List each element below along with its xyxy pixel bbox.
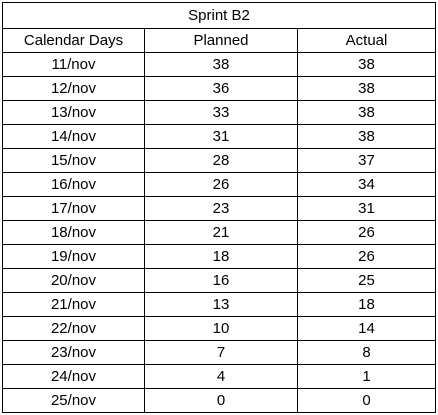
table-row: 19/nov 18 26 [2,244,437,269]
cell-actual: 1 [296,364,437,389]
cell-actual: 38 [296,124,437,149]
cell-day: 24/nov [2,364,145,389]
cell-planned: 10 [144,316,298,341]
table-header-row: Calendar Days Planned Actual [2,28,437,53]
cell-planned: 31 [144,124,298,149]
cell-actual: 26 [296,220,437,245]
cell-day: 23/nov [2,340,145,365]
cell-planned: 4 [144,364,298,389]
cell-day: 14/nov [2,124,145,149]
cell-actual: 31 [296,196,437,221]
table-row: 13/nov 33 38 [2,100,437,125]
cell-actual: 14 [296,316,437,341]
table-row: 11/nov 38 38 [2,52,437,77]
cell-planned: 13 [144,292,298,317]
table-row: 23/nov 7 8 [2,340,437,365]
table-row: 14/nov 31 38 [2,124,437,149]
table-body: 11/nov 38 38 12/nov 36 38 13/nov 33 38 14/nov 31 38… [2,52,437,413]
cell-day: 15/nov [2,148,145,173]
cell-actual: 38 [296,100,437,125]
table-row: 20/nov 16 25 [2,268,437,293]
table-title: Sprint B2 [1,2,437,29]
cell-day: 22/nov [2,316,145,341]
cell-day: 12/nov [2,76,145,101]
table-row: 18/nov 21 26 [2,220,437,245]
cell-planned: 28 [144,148,298,173]
cell-day: 20/nov [2,268,145,293]
cell-day: 17/nov [2,196,145,221]
table-row: 24/nov 4 1 [2,364,437,389]
column-header-actual: Actual [296,28,437,53]
table-row: 17/nov 23 31 [2,196,437,221]
table-row: 25/nov 0 0 [2,388,437,413]
table-row: 21/nov 13 18 [2,292,437,317]
cell-planned: 26 [144,172,298,197]
cell-actual: 26 [296,244,437,269]
cell-actual: 8 [296,340,437,365]
cell-day: 11/nov [2,52,145,77]
cell-planned: 36 [144,76,298,101]
table-row: 22/nov 10 14 [2,316,437,341]
table-row: 12/nov 36 38 [2,76,437,101]
cell-planned: 7 [144,340,298,365]
cell-planned: 23 [144,196,298,221]
cell-actual: 18 [296,292,437,317]
cell-planned: 33 [144,100,298,125]
cell-actual: 0 [296,388,437,413]
cell-actual: 38 [296,52,437,77]
cell-actual: 34 [296,172,437,197]
column-header-planned: Planned [144,28,298,53]
cell-day: 19/nov [2,244,145,269]
cell-planned: 38 [144,52,298,77]
cell-actual: 25 [296,268,437,293]
cell-actual: 38 [296,76,437,101]
column-header-calendar-days: Calendar Days [2,28,145,53]
cell-planned: 18 [144,244,298,269]
cell-day: 25/nov [2,388,145,413]
cell-day: 21/nov [2,292,145,317]
cell-planned: 16 [144,268,298,293]
cell-actual: 37 [296,148,437,173]
cell-planned: 0 [144,388,298,413]
cell-day: 16/nov [2,172,145,197]
cell-planned: 21 [144,220,298,245]
cell-day: 18/nov [2,220,145,245]
table-row: 15/nov 28 37 [2,148,437,173]
table-row: 16/nov 26 34 [2,172,437,197]
table-title-row: Sprint B2 [1,2,437,29]
cell-day: 13/nov [2,100,145,125]
